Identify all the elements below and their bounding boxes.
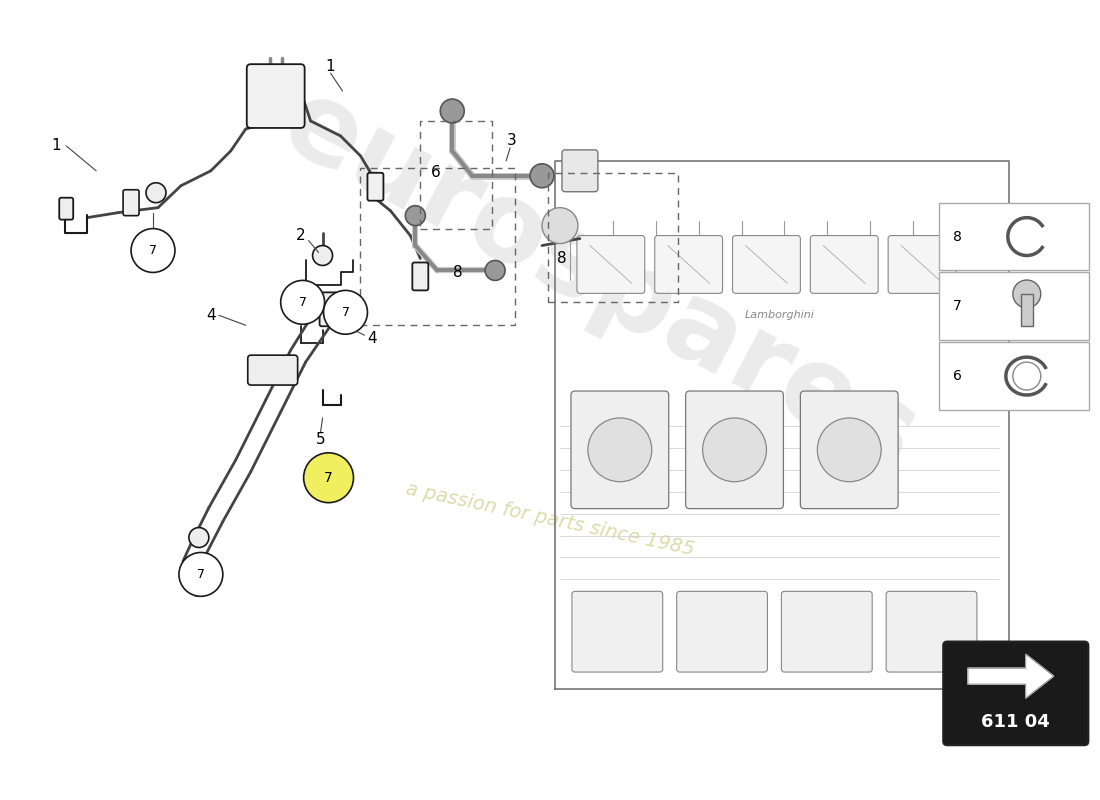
Circle shape — [703, 418, 767, 482]
FancyBboxPatch shape — [685, 391, 783, 509]
Circle shape — [189, 527, 209, 547]
Text: 4: 4 — [367, 330, 377, 346]
Text: a passion for parts since 1985: a passion for parts since 1985 — [404, 480, 696, 559]
FancyBboxPatch shape — [123, 190, 139, 216]
FancyBboxPatch shape — [943, 642, 1088, 745]
Circle shape — [530, 164, 554, 188]
Bar — [420, 121, 492, 229]
Circle shape — [1013, 280, 1041, 308]
FancyBboxPatch shape — [572, 591, 662, 672]
FancyBboxPatch shape — [811, 235, 878, 294]
FancyBboxPatch shape — [733, 235, 801, 294]
Text: 6: 6 — [430, 166, 440, 180]
FancyBboxPatch shape — [571, 391, 669, 509]
Text: 4: 4 — [206, 308, 216, 322]
FancyBboxPatch shape — [676, 591, 768, 672]
FancyBboxPatch shape — [801, 391, 898, 509]
Circle shape — [131, 229, 175, 273]
Text: 8: 8 — [558, 251, 566, 266]
Circle shape — [406, 206, 426, 226]
Circle shape — [280, 281, 324, 324]
Text: 1: 1 — [326, 58, 336, 74]
Circle shape — [179, 553, 223, 596]
FancyBboxPatch shape — [246, 64, 305, 128]
Bar — [1021, 294, 1033, 326]
Circle shape — [323, 290, 367, 334]
Circle shape — [312, 246, 332, 266]
FancyBboxPatch shape — [367, 173, 384, 201]
Text: 6: 6 — [953, 369, 961, 383]
Text: 3: 3 — [507, 134, 517, 149]
Polygon shape — [968, 654, 1054, 698]
Text: 7: 7 — [298, 296, 307, 309]
Text: 8: 8 — [453, 265, 463, 280]
Bar — [939, 342, 1089, 410]
FancyBboxPatch shape — [248, 355, 298, 385]
FancyBboxPatch shape — [887, 591, 977, 672]
FancyBboxPatch shape — [576, 235, 645, 294]
Text: 7: 7 — [953, 299, 961, 313]
Text: 8: 8 — [953, 230, 961, 243]
Text: 7: 7 — [148, 244, 157, 257]
Bar — [361, 168, 515, 326]
FancyBboxPatch shape — [412, 262, 428, 290]
Circle shape — [485, 261, 505, 281]
FancyBboxPatch shape — [562, 150, 598, 192]
FancyBboxPatch shape — [654, 235, 723, 294]
Text: 1: 1 — [52, 138, 62, 154]
Circle shape — [146, 182, 166, 202]
Text: 7: 7 — [197, 568, 205, 581]
Text: 611 04: 611 04 — [981, 713, 1050, 731]
Circle shape — [440, 99, 464, 123]
Text: 7: 7 — [324, 470, 333, 485]
Circle shape — [542, 208, 578, 243]
Circle shape — [587, 418, 651, 482]
Bar — [939, 202, 1089, 270]
FancyBboxPatch shape — [59, 198, 74, 220]
Bar — [548, 173, 678, 302]
Text: eurospares: eurospares — [264, 68, 935, 493]
Text: 5: 5 — [316, 432, 326, 447]
Text: Lamborghini: Lamborghini — [745, 310, 814, 320]
Circle shape — [817, 418, 881, 482]
Text: 2: 2 — [296, 228, 306, 243]
FancyBboxPatch shape — [320, 292, 338, 326]
FancyBboxPatch shape — [888, 235, 956, 294]
FancyBboxPatch shape — [781, 591, 872, 672]
Text: 7: 7 — [341, 306, 350, 319]
Bar — [939, 272, 1089, 340]
Circle shape — [304, 453, 353, 502]
